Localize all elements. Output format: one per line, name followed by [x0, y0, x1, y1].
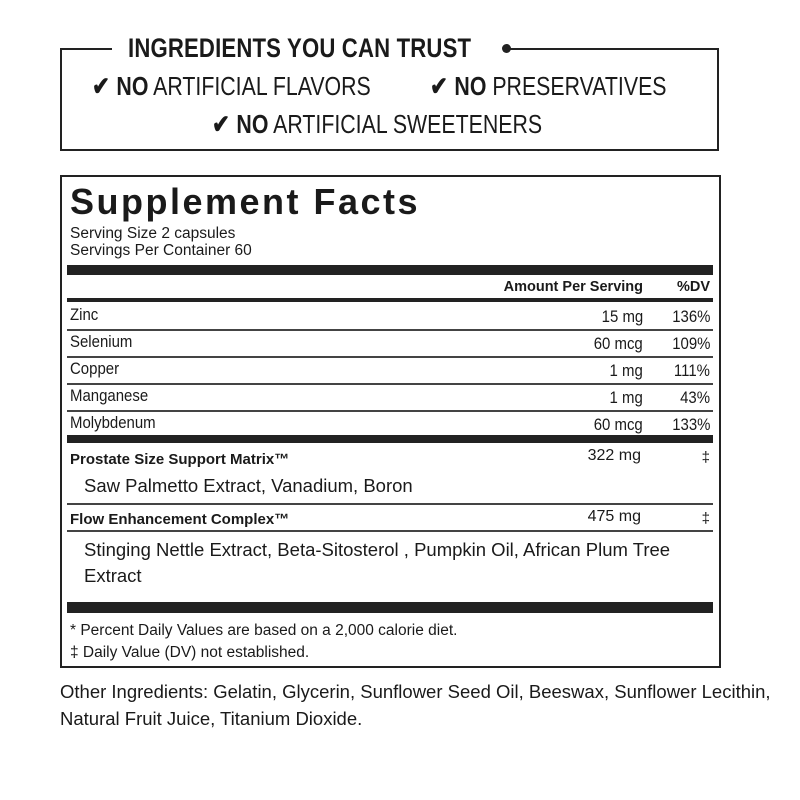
header-dv: %DV — [676, 279, 710, 295]
other-ingredients: Other Ingredients: Gelatin, Glycerin, Su… — [60, 681, 771, 729]
facts-title: Supplement Facts — [70, 181, 421, 222]
nutrient-dv: 136% — [671, 307, 710, 326]
nutrient-row: Selenium 60 mcg 109% — [67, 329, 713, 356]
claim-no-artificial-flavors: ✔ NO ARTIFICIAL FLAVORS — [92, 71, 371, 101]
nutrient-name: Manganese — [70, 386, 149, 405]
nutrient-amount: 1 mg — [609, 361, 643, 380]
thick-divider — [67, 265, 713, 275]
nutrient-amount: 60 mcg — [593, 415, 643, 434]
nutrient-name: Zinc — [70, 305, 99, 324]
blend-dv: ‡ — [701, 510, 710, 527]
trust-box — [60, 48, 719, 151]
nutrient-row: Zinc 15 mg 136% — [67, 302, 713, 329]
claim-no-artificial-sweeteners: ✔ NO ARTIFICIAL SWEETENERS — [212, 109, 543, 139]
row-divider — [67, 383, 713, 385]
row-divider — [67, 329, 713, 331]
row-divider — [67, 503, 713, 505]
nutrient-amount: 15 mg — [601, 307, 643, 326]
nutrient-row: Molybdenum 60 mcg 133% — [67, 410, 713, 437]
row-divider — [67, 530, 713, 532]
nutrient-row: Manganese 1 mg 43% — [67, 383, 713, 410]
servings-per-container: Servings Per Container 60 — [70, 242, 252, 259]
check-icon: ✔ — [212, 109, 230, 139]
blend-ingredients: Stinging Nettle Extract, Beta-Sitosterol… — [84, 539, 671, 586]
check-icon: ✔ — [430, 71, 448, 101]
trust-box-line-right — [506, 48, 719, 50]
bullet-dot — [502, 44, 511, 53]
blend-name: Prostate Size Support Matrix™ — [70, 451, 290, 468]
blend-amount: 322 mg — [587, 447, 641, 464]
row-divider — [67, 356, 713, 358]
serving-size: Serving Size 2 capsules — [70, 225, 236, 242]
nutrient-amount: 60 mcg — [593, 334, 643, 353]
blend-name: Flow Enhancement Complex™ — [70, 511, 290, 528]
nutrient-dv: 133% — [671, 415, 710, 434]
claim-no-preservatives: ✔ NO PRESERVATIVES — [430, 71, 667, 101]
nutrient-dv: 43% — [680, 388, 710, 407]
nutrient-name: Molybdenum — [70, 413, 156, 432]
nutrient-row: Copper 1 mg 111% — [67, 356, 713, 383]
blend-ingredients: Saw Palmetto Extract, Vanadium, Boron — [84, 475, 413, 496]
thick-divider — [67, 602, 713, 613]
nutrient-dv: 111% — [673, 361, 710, 380]
blend-dv: ‡ — [701, 449, 710, 466]
footnote-not-established: ‡ Daily Value (DV) not established. — [70, 644, 310, 661]
check-icon: ✔ — [92, 71, 110, 101]
thick-divider — [67, 435, 713, 443]
header-divider — [67, 298, 713, 302]
nutrient-dv: 109% — [671, 334, 710, 353]
blend-amount: 475 mg — [587, 508, 641, 525]
footnote-dv: * Percent Daily Values are based on a 2,… — [70, 622, 458, 639]
row-divider — [67, 410, 713, 412]
trust-box-line-left — [60, 48, 112, 50]
nutrient-name: Copper — [70, 359, 120, 378]
supplement-facts-panel: Supplement Facts Serving Size 2 capsules… — [60, 175, 721, 668]
nutrient-amount: 1 mg — [609, 388, 643, 407]
nutrient-name: Selenium — [70, 332, 133, 351]
trust-title: INGREDIENTS YOU CAN TRUST — [128, 33, 472, 63]
header-amount: Amount Per Serving — [503, 279, 643, 295]
